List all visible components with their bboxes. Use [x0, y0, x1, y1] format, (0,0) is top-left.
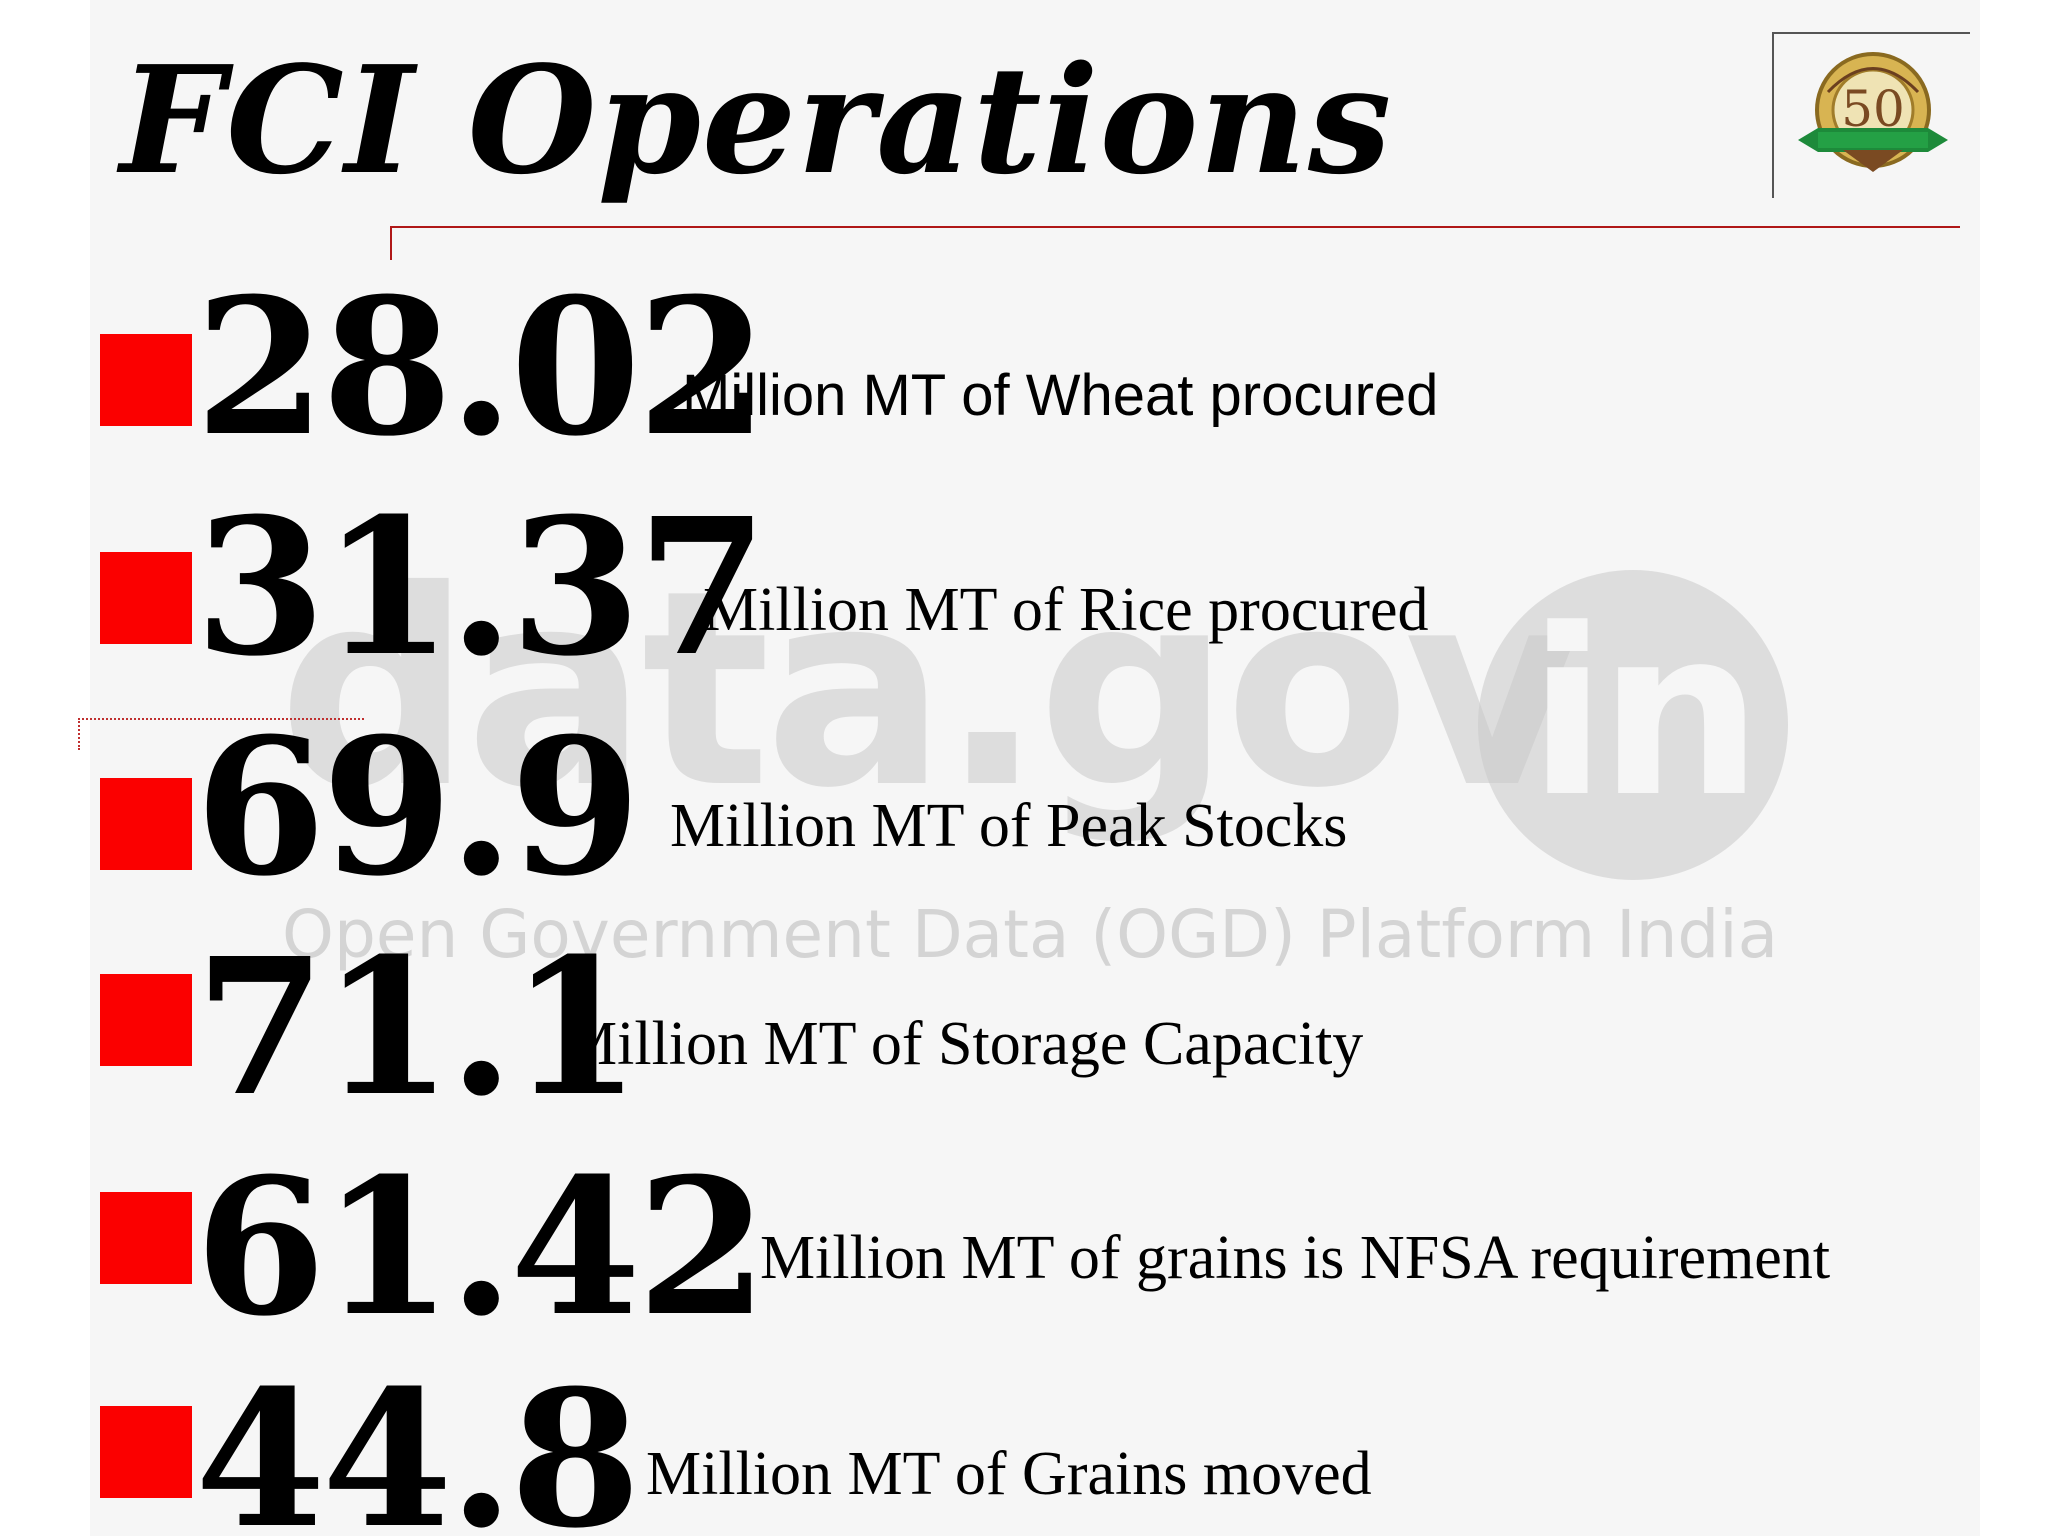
watermark-badge-circle — [1478, 570, 1788, 880]
stat-label: Million MT of Rice procured — [703, 576, 1429, 644]
dotted-guide-line — [78, 718, 364, 750]
stat-label: Million MT of Storage Capacity — [562, 1010, 1364, 1078]
stat-label: Million MT of Grains moved — [646, 1440, 1372, 1508]
logo-number: 50 — [1841, 80, 1905, 138]
stat-value: 69.9 — [195, 697, 641, 918]
fci-50-years-emblem-icon: 50 — [1798, 52, 1948, 172]
stat-label: Million MT of Peak Stocks — [670, 792, 1348, 860]
stat-bullet — [100, 334, 192, 426]
stat-bullet — [100, 778, 192, 870]
header-divider-line — [390, 226, 1960, 228]
watermark-subtitle: Open Government Data (OGD) Platform Indi… — [282, 896, 1779, 973]
stat-value: 31.37 — [195, 477, 768, 698]
watermark-main-text: data.gov — [278, 532, 1580, 847]
slide-title: FCI Operations — [120, 33, 1393, 207]
stat-bullet — [100, 552, 192, 644]
stat-value: 61.42 — [195, 1137, 768, 1358]
header-divider-tick — [390, 226, 392, 260]
watermark-badge-text: in — [1528, 581, 1763, 848]
stat-bullet — [100, 974, 192, 1066]
stat-bullet — [100, 1406, 192, 1498]
stat-bullet — [100, 1192, 192, 1284]
stat-value: 44.8 — [195, 1349, 641, 1536]
stat-value: 28.02 — [195, 257, 768, 478]
stat-label: Million MT of grains is NFSA requirement — [760, 1224, 1831, 1292]
stat-label: Million MT of Wheat procured — [682, 363, 1439, 428]
logo-frame: 50 — [1772, 32, 1970, 198]
stat-value: 71.1 — [195, 917, 641, 1138]
